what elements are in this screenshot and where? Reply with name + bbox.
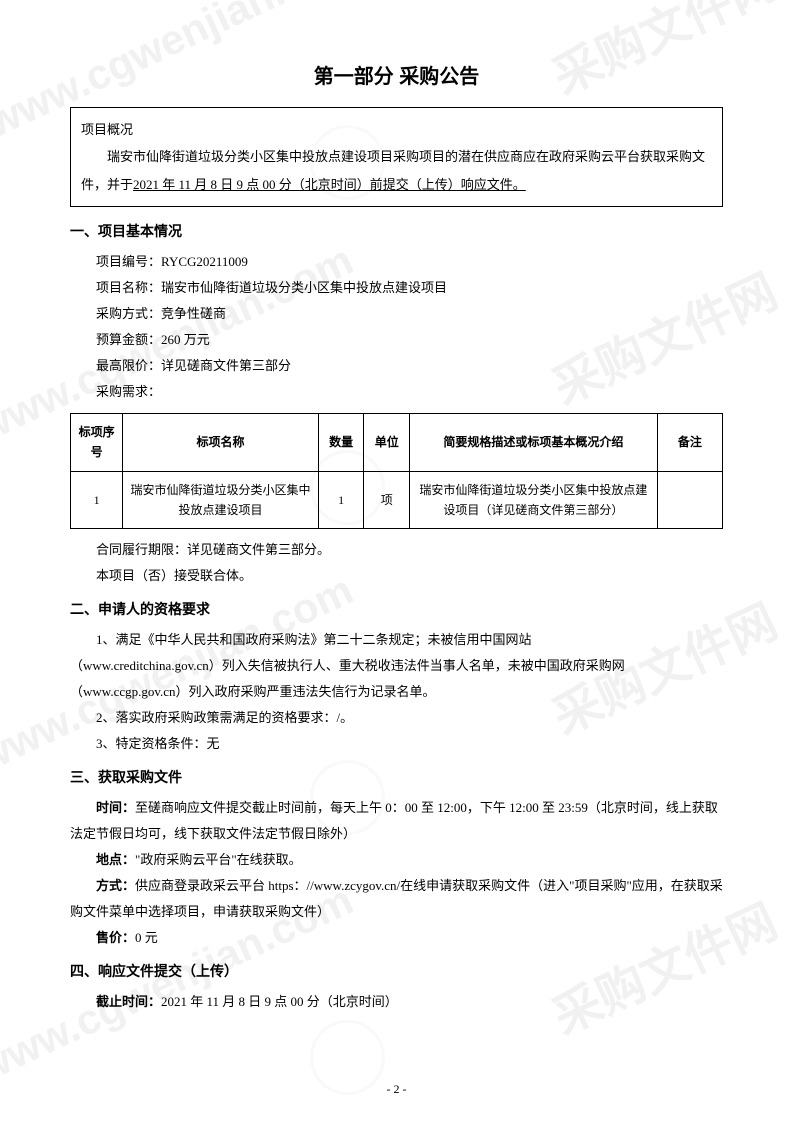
qualification-item2: 2、落实政府采购政策需满足的资格要求：/。 xyxy=(70,705,723,731)
obtain-location-line: 地点："政府采购云平台"在线获取。 xyxy=(70,847,723,873)
section3-header: 三、获取采购文件 xyxy=(70,767,723,787)
obtain-time-line: 时间：至磋商响应文件提交截止时间前，每天上午 0：00 至 12:00，下午 1… xyxy=(70,795,723,847)
th-desc: 简要规格描述或标项基本概况介绍 xyxy=(410,413,658,471)
th-note: 备注 xyxy=(657,413,722,471)
td-note xyxy=(657,471,722,529)
td-seq: 1 xyxy=(71,471,123,529)
qualification-item3: 3、特定资格条件：无 xyxy=(70,731,723,757)
overview-label: 项目概况 xyxy=(81,116,712,143)
qualification-item1a: 1、满足《中华人民共和国政府采购法》第二十二条规定；未被信用中国网站 xyxy=(70,627,723,653)
obtain-price-line: 售价：0 元 xyxy=(70,925,723,951)
section1-header: 一、项目基本情况 xyxy=(70,221,723,241)
td-unit: 项 xyxy=(364,471,410,529)
demand-label-line: 采购需求： xyxy=(70,379,723,405)
td-desc: 瑞安市仙降街道垃圾分类小区集中投放点建设项目（详见磋商文件第三部分） xyxy=(410,471,658,529)
procurement-method-line: 采购方式：竞争性磋商 xyxy=(70,301,723,327)
th-unit: 单位 xyxy=(364,413,410,471)
table-header-row: 标项序号 标项名称 数量 单位 简要规格描述或标项基本概况介绍 备注 xyxy=(71,413,723,471)
budget-line: 预算金额：260 万元 xyxy=(70,327,723,353)
project-code-line: 项目编号：RYCG20211009 xyxy=(70,249,723,275)
td-name: 瑞安市仙降街道垃圾分类小区集中投放点建设项目 xyxy=(123,471,319,529)
page-number: - 2 - xyxy=(387,1082,407,1097)
qualification-item1b: （www.creditchina.gov.cn）列入失信被执行人、重大税收违法件… xyxy=(70,653,723,705)
deadline-line: 截止时间：2021 年 11 月 8 日 9 点 00 分（北京时间） xyxy=(70,989,723,1015)
max-price-line: 最高限价：详见磋商文件第三部分 xyxy=(70,353,723,379)
th-name: 标项名称 xyxy=(123,413,319,471)
project-name-line: 项目名称：瑞安市仙降街道垃圾分类小区集中投放点建设项目 xyxy=(70,275,723,301)
table-data-row: 1 瑞安市仙降街道垃圾分类小区集中投放点建设项目 1 项 瑞安市仙降街道垃圾分类… xyxy=(71,471,723,529)
consortium-line: 本项目（否）接受联合体。 xyxy=(70,563,723,589)
overview-underlined: 2021 年 11 月 8 日 9 点 00 分（北京时间）前提交（上传）响应文… xyxy=(133,177,526,192)
overview-text: 瑞安市仙降街道垃圾分类小区集中投放点建设项目采购项目的潜在供应商应在政府采购云平… xyxy=(81,143,712,198)
td-qty: 1 xyxy=(318,471,364,529)
obtain-method-line: 方式：供应商登录政采云平台 https：//www.zcygov.cn/在线申请… xyxy=(70,873,723,925)
th-seq: 标项序号 xyxy=(71,413,123,471)
section2-header: 二、申请人的资格要求 xyxy=(70,599,723,619)
page-title: 第一部分 采购公告 xyxy=(70,60,723,89)
contract-period-line: 合同履行期限：详见磋商文件第三部分。 xyxy=(70,537,723,563)
project-overview-box: 项目概况 瑞安市仙降街道垃圾分类小区集中投放点建设项目采购项目的潜在供应商应在政… xyxy=(70,107,723,207)
watermark-logo xyxy=(310,1020,385,1095)
section4-header: 四、响应文件提交（上传） xyxy=(70,961,723,981)
th-qty: 数量 xyxy=(318,413,364,471)
procurement-items-table: 标项序号 标项名称 数量 单位 简要规格描述或标项基本概况介绍 备注 1 瑞安市… xyxy=(70,413,723,530)
